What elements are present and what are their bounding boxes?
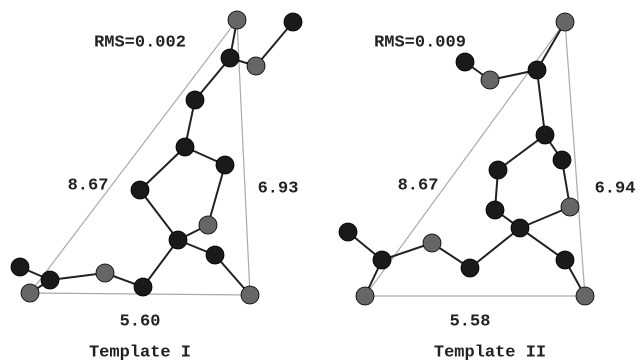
atom (21, 284, 39, 302)
atom (169, 231, 187, 249)
atom (356, 287, 374, 305)
bond (140, 190, 178, 240)
atom (486, 201, 504, 219)
distance-label: 6.94 (595, 179, 636, 198)
atom (423, 234, 441, 252)
atom (536, 126, 554, 144)
atom (511, 219, 529, 237)
atom (221, 49, 239, 67)
rms-label: RMS=0.002 (94, 33, 186, 52)
template-title: Template I (89, 343, 191, 362)
figure: RMS=0.002 8.67 6.93 5.60 Template I RMS=… (0, 0, 642, 362)
distance-label: 8.67 (398, 176, 439, 195)
atom (481, 71, 499, 89)
atom (186, 91, 204, 109)
atom (556, 13, 574, 31)
atom (339, 223, 357, 241)
atom (134, 278, 152, 296)
atom (373, 251, 391, 269)
atom (561, 198, 579, 216)
atom (528, 61, 546, 79)
atom (461, 259, 479, 277)
distance-label: 8.67 (68, 176, 109, 195)
atom (96, 264, 114, 282)
rms-label: RMS=0.009 (374, 33, 466, 52)
bond (470, 228, 520, 268)
molecules (11, 11, 594, 305)
atom (131, 181, 149, 199)
template-title: Template II (434, 343, 546, 362)
atom (216, 156, 234, 174)
atom (489, 161, 507, 179)
distance-label: 5.60 (120, 312, 161, 331)
atom (456, 53, 474, 71)
distance-label: 6.93 (258, 179, 299, 198)
atom (553, 151, 571, 169)
atom (284, 13, 302, 31)
atom (241, 286, 259, 304)
atom (41, 271, 59, 289)
atom (576, 287, 594, 305)
atom (556, 251, 574, 269)
atom (199, 216, 217, 234)
atom (247, 57, 265, 75)
bond (537, 70, 545, 135)
atom (176, 138, 194, 156)
atom (11, 258, 29, 276)
distance-label: 5.58 (450, 312, 491, 331)
atom (206, 246, 224, 264)
atom (228, 11, 246, 29)
